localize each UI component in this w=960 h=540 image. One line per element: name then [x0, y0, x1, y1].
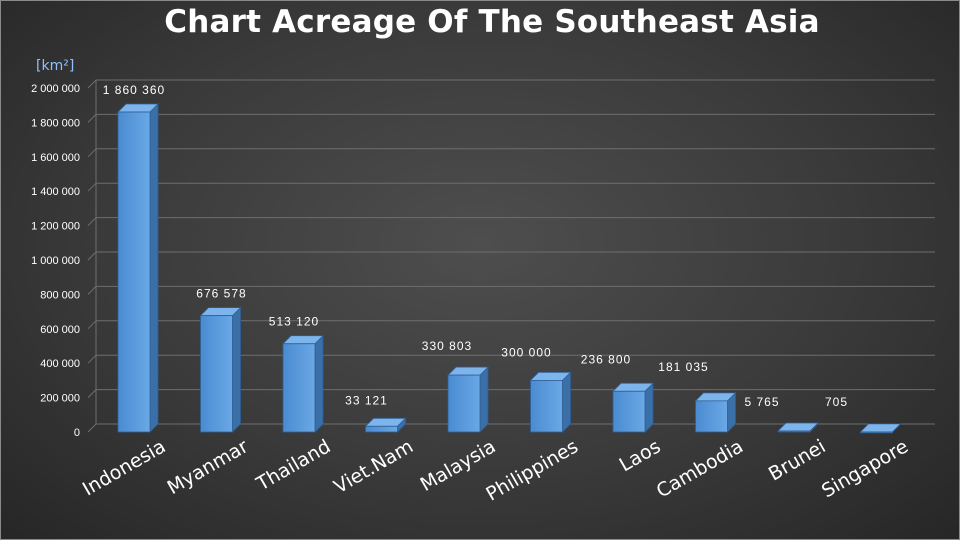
data-label: 33 121	[345, 393, 388, 407]
bar-front	[860, 431, 893, 434]
data-label: 300 000	[501, 345, 551, 359]
y-tick-label: 1 800 000	[31, 117, 80, 129]
category-label: Indonesia	[79, 435, 170, 500]
gridline-depth	[87, 354, 97, 364]
y-tick-label: 0	[74, 427, 80, 439]
gridline-depth	[87, 389, 97, 398]
gridline-depth	[87, 320, 97, 330]
data-label: 1 860 360	[103, 83, 165, 97]
bar-front	[200, 315, 233, 433]
y-tick-label: 200 000	[40, 393, 80, 405]
bar-side	[149, 103, 159, 433]
data-label: 330 803	[422, 339, 472, 353]
y-tick-label: 1 600 000	[31, 152, 80, 164]
bar	[447, 366, 489, 433]
bar	[694, 391, 737, 433]
category-label: Singapore	[818, 435, 912, 502]
bar	[777, 422, 819, 433]
bar	[364, 417, 407, 433]
category-label: Thailand	[252, 435, 335, 495]
data-labels: 1 860 360 676 578 513 120 33 121 330 803 300 …	[103, 83, 848, 409]
bar-front	[612, 390, 646, 433]
bar	[859, 422, 902, 434]
y-tick-label: 1 000 000	[31, 255, 80, 267]
bar	[282, 334, 324, 433]
bar-front	[282, 343, 316, 433]
chart-title: Chart Acreage Of The Southeast Asia	[164, 4, 820, 40]
gridline-depth	[87, 251, 97, 261]
gridline-depth	[87, 217, 97, 226]
y-unit-label: [km²]	[36, 58, 75, 74]
gridline-depth	[87, 114, 97, 123]
data-label: 181 035	[658, 360, 708, 374]
gridline-depth	[87, 286, 97, 295]
bar-front	[447, 374, 481, 433]
bar-front	[777, 430, 811, 433]
y-tick-label: 800 000	[40, 289, 80, 301]
bar-side	[479, 366, 489, 433]
bar-side	[562, 371, 571, 433]
y-tick-label: 600 000	[40, 324, 80, 336]
bars	[117, 103, 902, 434]
data-label: 513 120	[269, 315, 319, 329]
bar-front	[117, 111, 151, 433]
bar	[529, 371, 572, 433]
y-tick-label: 1 400 000	[31, 186, 80, 198]
category-label: Cambodia	[653, 435, 747, 502]
bar-side	[232, 306, 241, 433]
data-label: 676 578	[196, 287, 246, 301]
gridline-depth	[87, 182, 97, 192]
data-label: 705	[825, 395, 848, 409]
category-label: Viet.Nam	[330, 435, 417, 498]
y-tick-label: 1 200 000	[31, 221, 80, 233]
gridline-depth	[87, 423, 97, 433]
bar	[117, 103, 159, 433]
category-label: Laos	[616, 435, 665, 476]
data-label: 5 765	[744, 395, 779, 409]
bar	[612, 382, 654, 433]
data-label: 236 800	[581, 352, 631, 366]
bar-top	[859, 423, 902, 433]
bar-front	[530, 379, 563, 433]
bar-side	[314, 334, 324, 433]
y-tick-label: 2 000 000	[31, 83, 80, 95]
y-axis-ticks: 0 200 000 400 000 600 000 800 000 1 000 000 1 …	[31, 83, 80, 439]
gridline-depth	[87, 79, 97, 89]
bar-front	[365, 425, 398, 433]
bar	[199, 306, 242, 433]
category-label: Philippines	[482, 435, 582, 505]
y-tick-label: 400 000	[40, 358, 80, 370]
gridline-depth	[87, 148, 97, 158]
category-label: Brunei	[765, 435, 830, 485]
category-label: Myanmar	[164, 435, 252, 499]
bar-front	[695, 400, 728, 433]
